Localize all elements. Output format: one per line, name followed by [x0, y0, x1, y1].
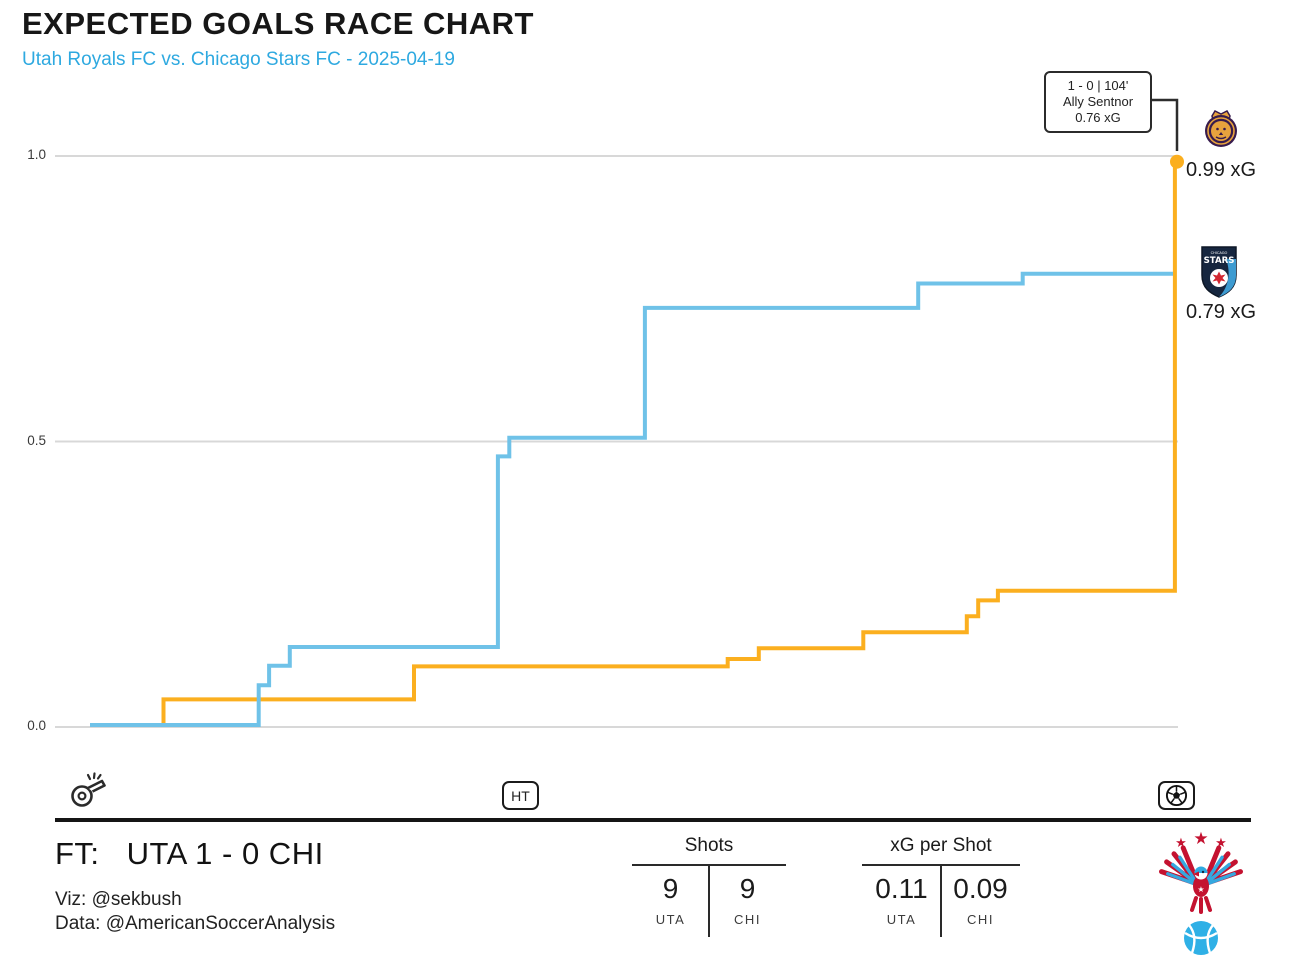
match-timeline-line: [55, 818, 1251, 822]
ytick-0.5: 0.5: [27, 433, 46, 448]
full-time-score: FT: UTA 1 - 0 CHI: [55, 836, 324, 872]
shots-chi-label: CHI: [734, 912, 761, 927]
uta-final-xg-label: 0.99 xG: [1186, 159, 1257, 181]
svg-text:STARS: STARS: [1204, 256, 1235, 266]
svg-text:★: ★: [1175, 836, 1187, 851]
svg-text:★: ★: [1197, 885, 1204, 894]
goal-annotation-score-minute: 1 - 0 | 104': [1067, 78, 1129, 93]
match-subtitle: Utah Royals FC vs. Chicago Stars FC - 20…: [22, 49, 455, 70]
half-time-marker: HT: [502, 781, 539, 810]
xg-per-shot-uta-value: 0.11: [875, 873, 928, 904]
shots-chi-value: 9: [739, 873, 756, 904]
xg-per-shot-chi-label: CHI: [967, 912, 994, 927]
goal-annotation-xg: 0.76 xG: [1075, 110, 1121, 125]
viz-credit: Viz: @sekbush: [55, 889, 182, 910]
soccer-ball-icon: [1165, 784, 1188, 807]
half-time-label: HT: [511, 787, 530, 804]
xg-per-shot-stat-panel: xG per Shot 0.11 UTA 0.09 CHI: [862, 835, 1020, 937]
ft-label: FT:: [55, 836, 100, 871]
ytick-0.0: 0.0: [27, 718, 46, 733]
shots-stat-title: Shots: [632, 835, 786, 866]
full-time-marker: [1158, 781, 1195, 810]
american-soccer-analysis-logo-icon: ★ ★ ★ ★: [1159, 829, 1243, 955]
xg-per-shot-divider: [940, 866, 942, 937]
goal-annotation-player: Ally Sentnor: [1062, 94, 1134, 109]
page-title: EXPECTED GOALS RACE CHART: [22, 6, 534, 41]
utah-royals-crest-icon: [1205, 110, 1237, 147]
shots-uta-label: UTA: [655, 912, 686, 927]
data-credit: Data: @AmericanSoccerAnalysis: [55, 913, 336, 934]
kickoff-whistle-icon: [71, 772, 106, 807]
shots-stat-panel: Shots 9 UTA 9 CHI: [632, 835, 786, 937]
ft-score-value: UTA 1 - 0 CHI: [126, 836, 324, 871]
svg-text:CHICAGO: CHICAGO: [1211, 251, 1228, 255]
xg-per-shot-chi-value: 0.09: [953, 873, 1008, 904]
chicago-stars-crest-icon: CHICAGO STARS: [1201, 246, 1237, 298]
svg-text:★: ★: [1193, 829, 1208, 849]
svg-text:★: ★: [1215, 836, 1227, 851]
ytick-1.0: 1.0: [27, 147, 46, 162]
shots-uta-value: 9: [662, 873, 679, 904]
chi-final-xg-label: 0.79 xG: [1186, 301, 1257, 323]
goal-annotation-box: 1 - 0 | 104' Ally Sentnor 0.76 xG: [1044, 71, 1152, 133]
xg-per-shot-title: xG per Shot: [862, 835, 1020, 866]
xg-per-shot-uta-label: UTA: [886, 912, 917, 927]
shots-stat-divider: [708, 866, 710, 937]
